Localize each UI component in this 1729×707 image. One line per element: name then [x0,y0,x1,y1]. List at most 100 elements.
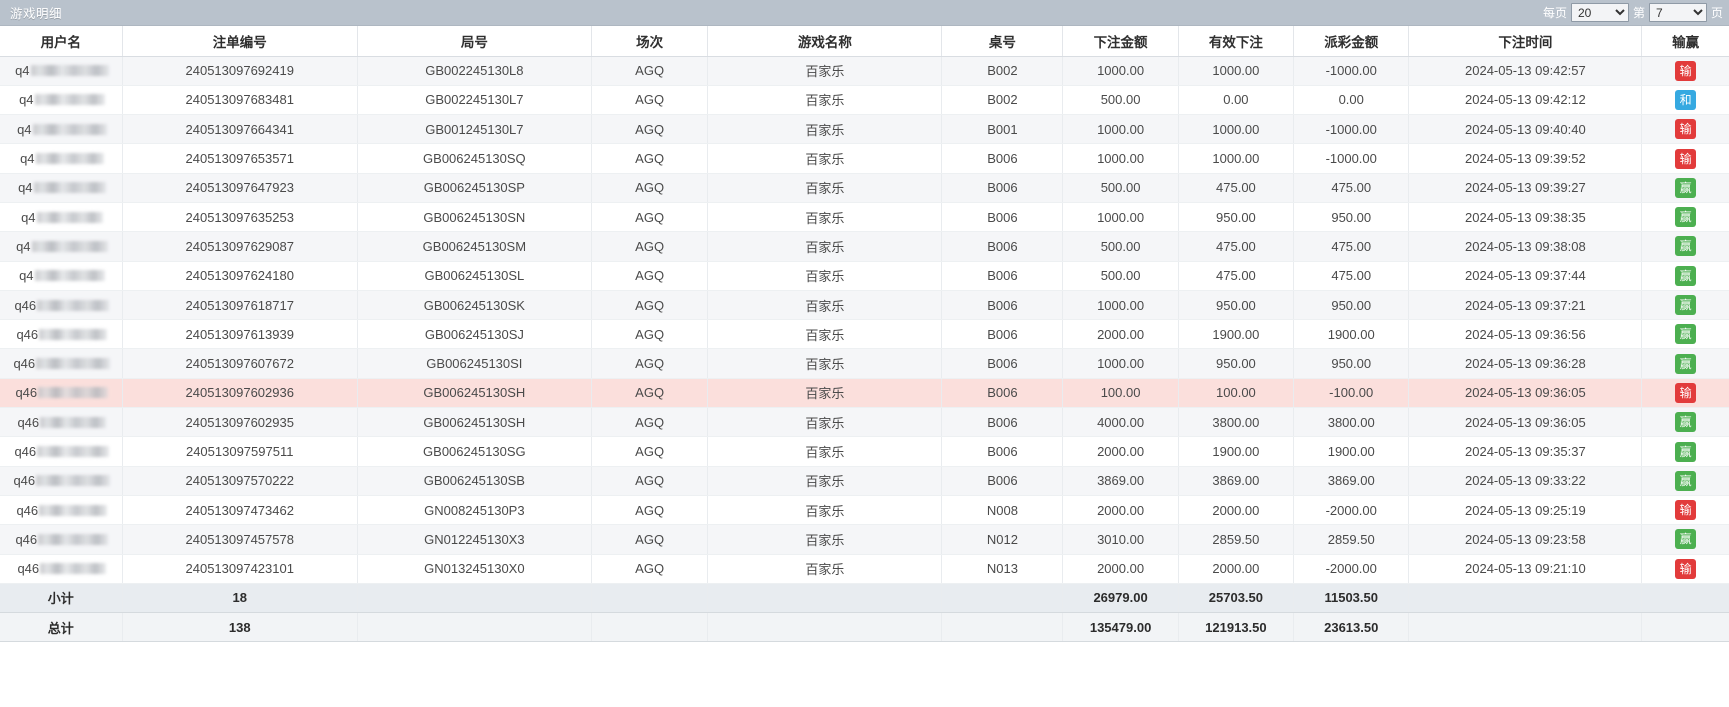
column-header-result[interactable]: 输赢 [1641,26,1729,57]
table-row[interactable]: q4 240513097653571 GB006245130SQ AGQ 百家乐 B006… [0,143,1729,174]
column-header-payout[interactable]: 派彩金额 [1293,26,1410,57]
table-header-row: 用户名 注单编号 局号 场次 游戏名称 桌号 下注金额 有效下注 派彩金额 下注… [0,26,1729,57]
pagination-controls: 每页 102050100 第 12345678 页 [1543,3,1723,22]
column-header-table-no[interactable]: 桌号 [941,26,1064,57]
column-header-order-no[interactable]: 注单编号 [122,26,358,57]
username-prefix: q46 [17,561,40,577]
table-row[interactable]: q46 240513097423101 GN013245130X0 AGQ 百家乐 N01… [0,554,1729,584]
cell-bet-amount: 500.00 [1062,231,1179,262]
cell-valid-bet: 3800.00 [1178,407,1295,438]
column-header-session[interactable]: 场次 [591,26,709,57]
table-row[interactable]: q46 240513097457578 GN012245130X3 AGQ 百家乐 N01… [0,524,1729,555]
cell-table-no: B006 [941,231,1064,262]
column-header-valid-bet[interactable]: 有效下注 [1178,26,1295,57]
column-header-username[interactable]: 用户名 [0,26,123,57]
cell-session: AGQ [591,56,709,86]
subtotal-row: 小计 18 26979.00 25703.50 11503.50 [0,583,1729,614]
table-row[interactable]: q46 240513097613939 GB006245130SJ AGQ 百家乐 B00… [0,319,1729,350]
status-badge: 输 [1675,500,1697,521]
table-row[interactable]: q46 240513097602936 GB006245130SH AGQ 百家乐 B00… [0,378,1729,409]
column-header-bet-time[interactable]: 下注时间 [1408,26,1643,57]
cell-result: 输 [1641,114,1729,145]
cell-bet-time: 2024-05-13 09:37:21 [1408,290,1643,321]
cell-payout: 2859.50 [1293,524,1410,555]
cell-username: q4 [0,114,123,145]
cell-result: 赢 [1641,524,1729,555]
cell-session: AGQ [591,407,709,438]
username-prefix: q46 [13,356,36,372]
cell-valid-bet: 950.00 [1178,290,1295,321]
cell-table-no: B006 [941,290,1064,321]
summary-session [591,583,709,614]
summary-result [1641,583,1729,614]
username-prefix: q4 [17,121,32,137]
cell-game-name: 百家乐 [707,466,943,496]
table-row[interactable]: q4 240513097647923 GB006245130SP AGQ 百家乐 B006… [0,173,1729,203]
column-header-round-no[interactable]: 局号 [357,26,592,57]
table-row[interactable]: q4 240513097635253 GB006245130SN AGQ 百家乐 B006… [0,202,1729,233]
per-page-select[interactable]: 102050100 [1570,3,1629,22]
cell-payout: 475.00 [1293,173,1410,203]
status-badge: 赢 [1675,207,1697,228]
table-row[interactable]: q46 240513097597511 GB006245130SG AGQ 百家乐 B00… [0,436,1729,467]
cell-bet-time: 2024-05-13 09:38:08 [1408,231,1643,262]
username-redaction-mask [31,240,108,252]
cell-valid-bet: 3869.00 [1178,466,1295,496]
cell-username: q4 [0,231,123,262]
cell-round-no: GB006245130SP [357,173,592,203]
cell-payout: -1000.00 [1293,143,1410,174]
username-redaction-mask [37,446,110,457]
cell-session: AGQ [591,436,709,467]
username-redaction-mask [36,475,111,487]
table-row[interactable]: q4 240513097692419 GB002245130L8 AGQ 百家乐 B002… [0,56,1729,86]
cell-table-no: N013 [941,554,1064,584]
username-redaction-mask [40,563,107,575]
cell-session: AGQ [591,524,709,555]
table-row[interactable]: q4 240513097664341 GB001245130L7 AGQ 百家乐 B001… [0,114,1729,145]
summary-bet-time [1408,583,1643,614]
cell-result: 赢 [1641,290,1729,321]
cell-payout: 1900.00 [1293,436,1410,467]
per-page-label: 每页 [1542,6,1567,20]
username-prefix: q4 [19,268,34,284]
username-redaction-mask [39,328,108,340]
status-badge: 输 [1675,382,1697,403]
cell-session: AGQ [591,290,709,321]
table-row[interactable]: q4 240513097624180 GB006245130SL AGQ 百家乐 B006… [0,261,1729,291]
cell-valid-bet: 1000.00 [1178,56,1295,86]
column-header-bet-amount[interactable]: 下注金额 [1062,26,1179,57]
page-number-select[interactable]: 12345678 [1648,3,1707,22]
status-badge: 赢 [1675,529,1697,550]
table-row[interactable]: q46 240513097473462 GN008245130P3 AGQ 百家乐 N00… [0,495,1729,526]
table-row[interactable]: q46 240513097607672 GB006245130SI AGQ 百家乐 B00… [0,348,1729,379]
cell-username: q4 [0,143,123,174]
cell-bet-time: 2024-05-13 09:38:35 [1408,202,1643,233]
cell-valid-bet: 475.00 [1178,173,1295,203]
cell-table-no: B002 [941,56,1064,86]
table-row[interactable]: q4 240513097683481 GB002245130L7 AGQ 百家乐 B002… [0,85,1729,116]
username-prefix: q4 [21,209,36,225]
cell-bet-amount: 100.00 [1062,378,1179,409]
table-row[interactable]: q46 240513097618717 GB006245130SK AGQ 百家乐 B00… [0,290,1729,321]
cell-result: 赢 [1641,173,1729,203]
status-badge: 赢 [1675,353,1697,374]
cell-bet-amount: 1000.00 [1062,143,1179,174]
table-row[interactable]: q46 240513097602935 GB006245130SH AGQ 百家乐 B00… [0,407,1729,438]
table-row[interactable]: q46 240513097570222 GB006245130SB AGQ 百家乐 B00… [0,466,1729,496]
cell-bet-amount: 1000.00 [1062,202,1179,233]
cell-table-no: B006 [941,466,1064,496]
cell-session: AGQ [591,378,709,409]
cell-bet-amount: 1000.00 [1062,348,1179,379]
cell-round-no: GB006245130SH [357,407,592,438]
cell-username: q46 [0,290,123,321]
cell-order-no: 240513097570222 [122,466,358,496]
username-redaction-mask [32,123,107,135]
cell-table-no: B006 [941,202,1064,233]
cell-game-name: 百家乐 [707,114,943,145]
column-header-game-name[interactable]: 游戏名称 [707,26,943,57]
cell-result: 赢 [1641,436,1729,467]
cell-bet-time: 2024-05-13 09:36:05 [1408,407,1643,438]
table-row[interactable]: q4 240513097629087 GB006245130SM AGQ 百家乐 B006… [0,231,1729,262]
username-prefix: q4 [19,92,34,108]
